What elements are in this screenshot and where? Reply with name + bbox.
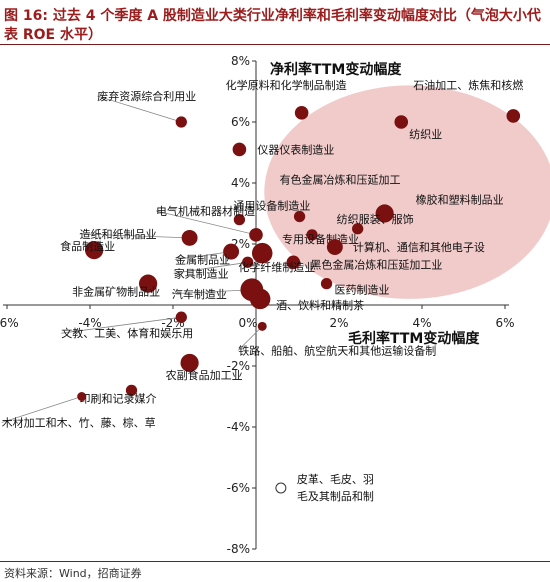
bubble-point bbox=[506, 109, 521, 123]
bubble-point bbox=[180, 353, 199, 373]
leader-line bbox=[1, 396, 82, 423]
point-label: 文教、工美、体育和娱乐用 bbox=[61, 326, 193, 340]
bubble-point bbox=[175, 116, 187, 128]
bubble-point bbox=[77, 392, 87, 401]
point-label: 有色金属冶炼和压延加工 bbox=[280, 173, 401, 187]
y-tick-label: -4% bbox=[227, 420, 250, 434]
point-label: 专用设备制造业 bbox=[282, 232, 359, 246]
bubble-point bbox=[394, 115, 409, 129]
x-tick-label: 2% bbox=[329, 316, 348, 330]
bubble-point bbox=[223, 243, 240, 260]
point-label: 铁路、船舶、航空航天和其他运输设备制 bbox=[238, 343, 436, 357]
title-line-2: 表 ROE 水平） bbox=[4, 27, 102, 43]
bubble-point bbox=[125, 384, 138, 397]
bubble-point bbox=[257, 321, 267, 331]
bubble-point bbox=[293, 210, 306, 223]
bubble-point bbox=[375, 204, 394, 223]
bubble-point bbox=[286, 255, 301, 270]
point-label: 黑色金属冶炼和压延加工业 bbox=[310, 257, 442, 271]
point-label: 石油加工、炼焦和核燃 bbox=[413, 78, 523, 92]
bubble-point bbox=[320, 278, 333, 290]
bubble-point bbox=[294, 106, 309, 120]
point-label: 橡胶和塑料制品业 bbox=[416, 193, 504, 207]
y-tick-label: 4% bbox=[231, 176, 250, 190]
point-label: 非金属矿物制品业 bbox=[72, 285, 160, 299]
leader-line bbox=[171, 289, 252, 295]
x-tick-label: 6% bbox=[495, 316, 514, 330]
x-tick-label: 4% bbox=[412, 316, 431, 330]
y-tick-label: -8% bbox=[227, 542, 250, 556]
point-label: 废弃资源综合利用业 bbox=[97, 89, 196, 103]
leader-line bbox=[97, 95, 182, 123]
point-label: 仪器仪表制造业 bbox=[257, 142, 334, 156]
point-label: 食品制造业 bbox=[60, 239, 115, 253]
point-label: 酒、饮料和精制茶 bbox=[276, 298, 364, 312]
point-label: 农副食品加工业 bbox=[166, 368, 243, 382]
bubble-point bbox=[249, 288, 271, 310]
bubble-point bbox=[233, 213, 246, 226]
point-label: 纺织服装、服饰 bbox=[337, 212, 414, 226]
point-label: 通用设备制造业 bbox=[233, 199, 310, 213]
x-tick-label: 0% bbox=[238, 316, 257, 330]
point-label: 毛及其制品和制 bbox=[297, 490, 374, 503]
y-axis-title: 净利率TTM变动幅度 bbox=[270, 61, 402, 78]
point-label: 医药制造业 bbox=[335, 283, 390, 297]
point-label: 化学原料和化学制品制造 bbox=[226, 78, 347, 92]
bubble-point bbox=[306, 229, 318, 241]
x-tick-label: -4% bbox=[78, 316, 101, 330]
point-label: 印刷和记录媒介 bbox=[80, 392, 157, 405]
bubble-point bbox=[232, 142, 247, 157]
bubble-point bbox=[352, 223, 364, 235]
bubble-point bbox=[275, 482, 287, 494]
bubble-point bbox=[251, 242, 273, 264]
source-note: 资料来源：Wind，招商证券 bbox=[4, 567, 142, 580]
point-label: 纺织业 bbox=[409, 127, 442, 141]
title-rule bbox=[0, 44, 550, 45]
source-rule bbox=[0, 561, 550, 562]
leader-line bbox=[61, 316, 182, 334]
y-tick-label: -2% bbox=[227, 359, 250, 373]
leader-line bbox=[173, 261, 248, 274]
y-tick-label: 6% bbox=[231, 115, 250, 129]
x-tick-label: -6% bbox=[0, 316, 19, 330]
leader-line bbox=[237, 326, 263, 351]
point-label: 木材加工和木、竹、藤、棕、草 bbox=[2, 416, 156, 430]
y-tick-label: 8% bbox=[231, 54, 250, 68]
y-tick-label: -6% bbox=[227, 481, 250, 495]
x-axis-title: 毛利率TTM变动幅度 bbox=[348, 330, 480, 347]
bubble-point bbox=[249, 228, 263, 242]
bubble-point bbox=[242, 256, 254, 268]
bubble-point bbox=[181, 229, 198, 246]
point-label: 电气机械和器材制造 bbox=[156, 204, 255, 218]
point-label: 家具制造业 bbox=[174, 266, 229, 280]
bubble-point bbox=[85, 241, 104, 260]
title-line-1: 图 16: 过去 4 个季度 A 股制造业大类行业净利率和毛利率变动幅度对比（气… bbox=[4, 8, 541, 24]
bubble-point bbox=[326, 239, 343, 255]
leader-line bbox=[79, 233, 190, 239]
point-label: 皮革、毛皮、羽 bbox=[297, 472, 374, 486]
bubble-point bbox=[139, 274, 158, 293]
point-label: 金属制品业 bbox=[175, 253, 230, 267]
point-label: 造纸和纸制品业 bbox=[80, 227, 157, 241]
leader-line bbox=[175, 251, 232, 261]
point-label: 化学纤维制造业 bbox=[238, 260, 315, 274]
point-label: 汽车制造业 bbox=[172, 287, 227, 301]
leader-line bbox=[155, 210, 257, 236]
bubble-point bbox=[175, 311, 187, 323]
point-label: 计算机、通信和其他电子设 bbox=[353, 240, 485, 254]
